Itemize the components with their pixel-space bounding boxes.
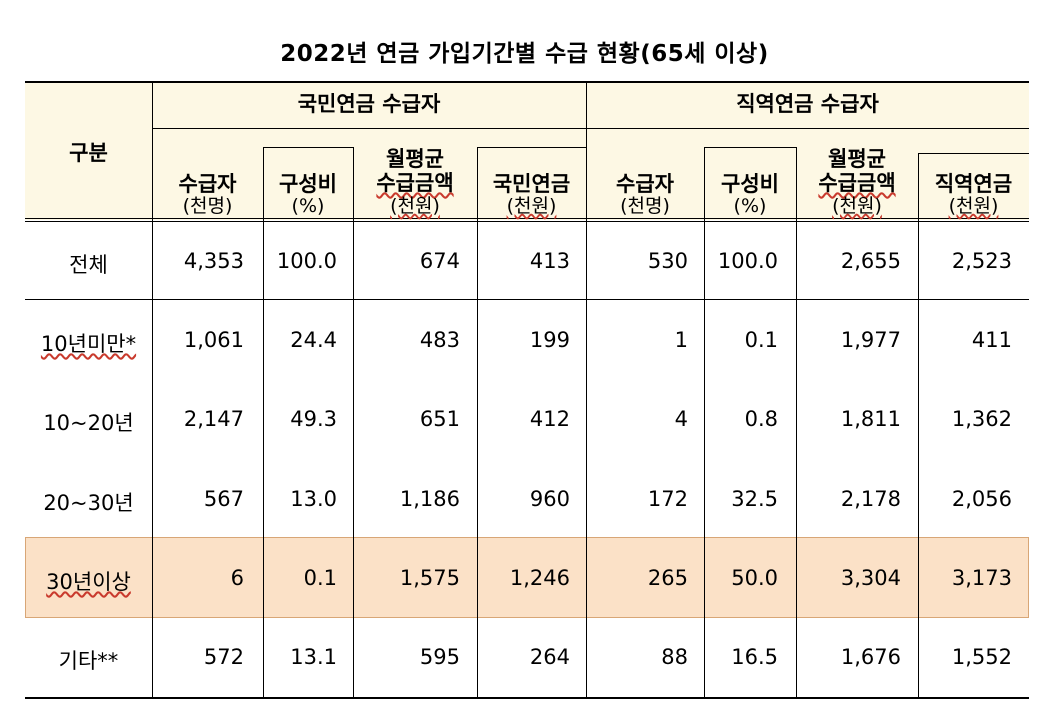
col-divider: [704, 147, 705, 698]
total-row-rule: [25, 299, 1029, 300]
row-label-over30: 30년이상: [46, 570, 131, 594]
table-cell: 3,173: [951, 566, 1012, 590]
table-cell: 1,575: [399, 566, 460, 590]
col-divider: [477, 147, 478, 698]
table-cell: 50.0: [731, 566, 778, 590]
col-unit: (천명): [620, 195, 670, 217]
col-header-national-pension: 국민연금: [492, 172, 571, 196]
top-border: [25, 81, 1029, 83]
table-cell: 4: [674, 407, 688, 431]
table-cell: 2,655: [840, 249, 901, 273]
table-cell: 1,061: [183, 328, 244, 352]
group-divider-right: [586, 128, 1029, 129]
header-rule-2: [25, 221, 1029, 222]
table-cell: 413: [529, 249, 570, 273]
header-background: [25, 82, 1029, 220]
col-header-ratio: 구성비: [279, 172, 337, 196]
table-cell: 412: [529, 407, 570, 431]
table-cell: 2,147: [183, 407, 244, 431]
col-header-recipients: 수급자: [178, 172, 237, 196]
col-divider: [353, 147, 354, 698]
bottom-border: [25, 697, 1029, 699]
header-rule-1: [25, 218, 1029, 219]
col-unit: (천원): [948, 195, 999, 217]
table-cell: 88: [661, 645, 688, 669]
col-divider: [586, 82, 587, 698]
table-cell: 0.1: [744, 328, 778, 352]
row-label-other: 기타**: [58, 649, 119, 673]
col-unit: (천명): [182, 195, 233, 217]
col-header-monthly: 월평균: [828, 147, 886, 171]
group-header-national: 국민연금 수급자: [297, 92, 441, 116]
cell-top-rule: [704, 147, 796, 148]
col-header-occupational-pension: 직역연금: [934, 172, 1013, 196]
table-cell: 1,977: [840, 328, 901, 352]
col-unit: (%): [291, 195, 325, 217]
table-cell: 651: [419, 407, 460, 431]
group-header-occupational: 직역연금 수급자: [736, 92, 879, 116]
table-cell: 530: [647, 249, 688, 273]
col-divider: [152, 82, 153, 698]
table-cell: 2,178: [840, 487, 901, 511]
highlight-row-background: [25, 537, 1029, 618]
col-header-recipients: 수급자: [616, 172, 674, 196]
cell-top-rule: [477, 147, 586, 148]
table-title: 2022년 연금 가입기간별 수급 현황(65세 이상): [280, 41, 769, 67]
table-cell: 100.0: [276, 249, 337, 273]
row-label-20-30: 20~30년: [43, 491, 134, 515]
table-cell: 2,056: [951, 487, 1012, 511]
row-label-10-20: 10~20년: [43, 411, 134, 435]
table-cell: 264: [529, 645, 570, 669]
table-cell: 32.5: [731, 487, 778, 511]
table-cell: 265: [647, 566, 688, 590]
col-divider: [918, 153, 919, 698]
table-cell: 411: [971, 328, 1012, 352]
table-cell: 0.1: [303, 566, 337, 590]
table-cell: 172: [647, 487, 688, 511]
table-cell: 4,353: [183, 249, 244, 273]
table-cell: 13.0: [290, 487, 337, 511]
table-cell: 24.4: [290, 328, 337, 352]
table-cell: 49.3: [290, 407, 337, 431]
row-label-under10: 10년미만*: [40, 332, 137, 356]
header-category: 구분: [69, 141, 108, 165]
table-cell: 2,523: [951, 249, 1012, 273]
table-cell: 567: [203, 487, 244, 511]
col-divider: [796, 147, 797, 698]
table-cell: 100.0: [717, 249, 778, 273]
cell-top-rule: [918, 153, 1029, 154]
table-cell: 16.5: [731, 645, 778, 669]
table-cell: 1,362: [951, 407, 1012, 431]
table-cell: 1,676: [840, 645, 901, 669]
table-cell: 3,304: [840, 566, 901, 590]
row-label-total: 전체: [69, 253, 108, 277]
col-divider: [263, 147, 264, 698]
col-unit: (천원): [832, 195, 882, 217]
table-cell: 572: [203, 645, 244, 669]
table-cell: 1: [674, 328, 688, 352]
col-header-amount: 수급금액: [376, 171, 454, 195]
table-cell: 199: [529, 328, 570, 352]
table-cell: 960: [529, 487, 570, 511]
table-cell: 1,246: [509, 566, 570, 590]
col-unit: (천원): [506, 195, 557, 217]
table-cell: 0.8: [744, 407, 778, 431]
table-cell: 6: [230, 566, 244, 590]
table-cell: 595: [419, 645, 460, 669]
col-unit: (%): [733, 195, 767, 217]
group-divider-left: [152, 128, 586, 129]
col-unit: (천원): [390, 195, 440, 217]
table-cell: 674: [419, 249, 460, 273]
col-header-ratio: 구성비: [721, 172, 779, 196]
col-header-amount: 수급금액: [818, 171, 896, 195]
table-cell: 483: [419, 328, 460, 352]
table-cell: 13.1: [290, 645, 337, 669]
table-cell: 1,811: [840, 407, 901, 431]
table-cell: 1,186: [399, 487, 460, 511]
cell-top-rule: [263, 147, 353, 148]
col-header-monthly: 월평균: [386, 147, 444, 171]
table-cell: 1,552: [951, 645, 1012, 669]
